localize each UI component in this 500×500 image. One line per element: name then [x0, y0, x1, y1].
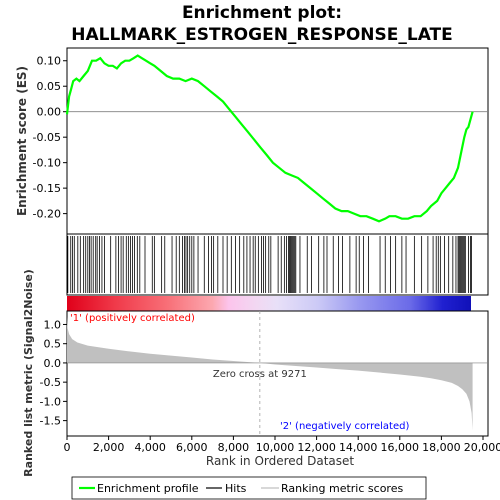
metric-ytick-label: -1.0 — [40, 395, 61, 408]
metric-ytick-label: 1.0 — [44, 318, 62, 331]
rank-colorbar — [67, 296, 471, 311]
es-panel-frame — [66, 47, 489, 235]
hits-panel — [66, 233, 489, 296]
metric-panel: Zero cross at 9271 '1' (positively corre… — [22, 269, 489, 477]
es-ytick-label: 0.10 — [37, 55, 62, 68]
x-tick-label: 20,000 — [464, 441, 500, 454]
x-tick-label: 8,000 — [218, 441, 250, 454]
x-tick-label: 4,000 — [134, 441, 166, 454]
chart-title-line2: HALLMARK_ESTROGEN_RESPONSE_LATE — [71, 25, 453, 45]
x-tick-label: 12,000 — [297, 441, 336, 454]
es-ytick-label: -0.20 — [33, 208, 61, 221]
x-tick-label: 18,000 — [422, 441, 461, 454]
metric-ytick-label: -1.5 — [40, 415, 61, 428]
chart-title-line1: Enrichment plot: — [182, 3, 342, 23]
colorbar-fill — [67, 296, 471, 311]
ranking-metric-area — [67, 316, 473, 431]
x-axis-label: Rank in Ordered Dataset — [206, 454, 354, 468]
es-ytick-label: 0.05 — [37, 80, 62, 93]
zero-cross-label: Zero cross at 9271 — [213, 369, 307, 380]
legend-entry-enrichment: Enrichment profile — [97, 482, 199, 495]
es-ytick-label: -0.10 — [33, 157, 61, 170]
negative-correlation-label: '2' (negatively correlated) — [280, 421, 409, 432]
es-panel: 0.10 0.05 0.00 -0.05 -0.10 -0.15 -0.20 Enrichm… — [15, 47, 489, 235]
enrichment-profile-line — [65, 54, 474, 223]
x-tick-label: 2,000 — [93, 441, 125, 454]
x-tick-label: 10,000 — [256, 441, 295, 454]
x-axis: 0 2,000 4,000 6,000 8,000 10,000 12,000 14,000 1… — [64, 436, 500, 454]
legend-entry-hits: Hits — [225, 482, 247, 495]
es-ylabel: Enrichment score (ES) — [15, 66, 29, 216]
metric-ytick-label: 0.0 — [44, 357, 62, 370]
metric-ytick-label: -0.5 — [40, 376, 61, 389]
x-tick-label: 6,000 — [176, 441, 208, 454]
positive-correlation-label: '1' (positively correlated) — [70, 313, 195, 324]
legend-frame — [71, 476, 427, 500]
legend-entry-metric: Ranking metric scores — [281, 482, 403, 495]
metric-ylabel: Ranked list metric (Signal2Noise) — [22, 269, 35, 477]
legend: Enrichment profile Hits Ranking metric s… — [71, 476, 427, 500]
x-tick-label: 14,000 — [339, 441, 378, 454]
metric-ytick-label: 0.5 — [44, 338, 62, 351]
x-tick-label: 0 — [64, 441, 71, 454]
es-ytick-label: -0.05 — [33, 131, 61, 144]
es-ytick-label: -0.15 — [33, 182, 61, 195]
es-ytick-label: 0.00 — [37, 106, 62, 119]
x-tick-label: 16,000 — [381, 441, 420, 454]
